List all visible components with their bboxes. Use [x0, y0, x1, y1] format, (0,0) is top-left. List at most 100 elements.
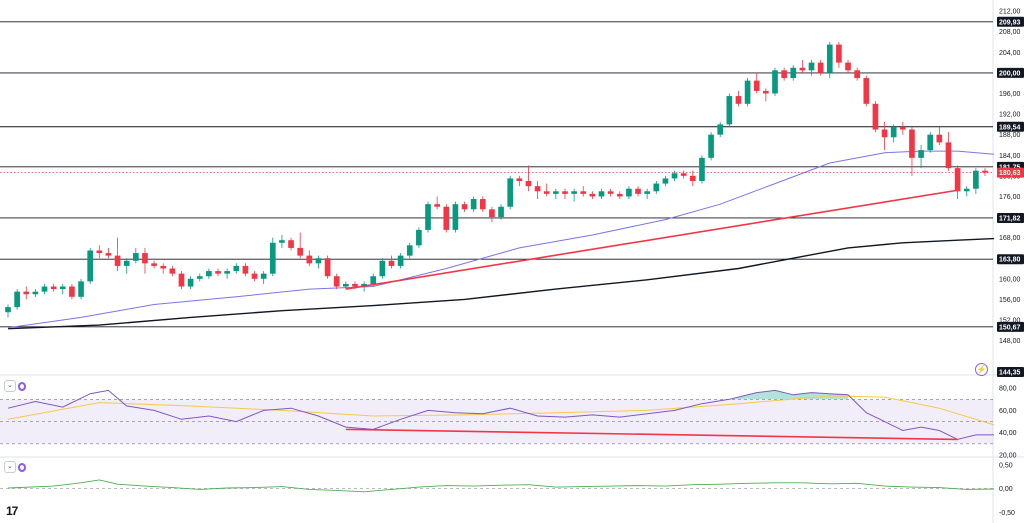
- level-tag-label: 189,54: [999, 124, 1021, 131]
- candle-body: [580, 191, 587, 194]
- candle-body: [781, 70, 787, 79]
- candle-body: [470, 199, 477, 210]
- price-tick-label: 192,00: [999, 112, 1021, 119]
- candle-body: [251, 273, 258, 279]
- candle-body: [425, 204, 431, 230]
- candle-body: [817, 62, 824, 73]
- candle-body: [333, 276, 340, 287]
- candle-body: [534, 186, 541, 192]
- candle-body: [516, 178, 523, 181]
- candle-body: [562, 191, 568, 194]
- level-tag-label: 150,67: [999, 324, 1021, 331]
- current-price-tag-bg: [997, 167, 1024, 178]
- candle-body: [489, 209, 495, 218]
- price-tick-label: 176,00: [999, 194, 1021, 201]
- candle-body: [498, 206, 504, 218]
- candle-body: [973, 170, 979, 189]
- candle-body: [854, 70, 860, 79]
- candle-body: [361, 283, 367, 287]
- macd-pane-controls[interactable]: ⌄: [4, 461, 26, 473]
- candle-body: [918, 150, 924, 158]
- rsi-tick-label: 60,00: [999, 408, 1017, 415]
- candle-body: [589, 193, 596, 197]
- level-tag-label: 163,80: [999, 257, 1021, 264]
- price-tick-label: 212,00: [999, 9, 1021, 16]
- candle-body: [753, 80, 760, 91]
- candle-body: [927, 134, 934, 151]
- candle-body: [59, 286, 66, 290]
- price-tick-label: 168,00: [999, 235, 1021, 242]
- candle-body: [388, 260, 395, 266]
- level-tag-bg: [997, 16, 1024, 27]
- candle-body: [653, 183, 660, 192]
- candle-body: [872, 103, 879, 130]
- candle-body: [662, 178, 669, 184]
- candle-body: [260, 273, 267, 279]
- candle-body: [142, 253, 148, 264]
- short-moving-average-line: [7, 150, 995, 329]
- candle-body: [151, 263, 157, 266]
- candle-body: [406, 245, 413, 256]
- candle-body: [899, 126, 906, 130]
- candle-body: [41, 286, 48, 292]
- candle-body: [936, 134, 943, 143]
- candle-body: [826, 44, 833, 73]
- candle-body: [434, 204, 440, 207]
- level-tag-bg: [997, 121, 1024, 132]
- price-tick-label: 152,00: [999, 317, 1021, 324]
- candle-body: [50, 286, 57, 290]
- price-tick-label: 208,00: [999, 29, 1021, 36]
- candle-body: [772, 70, 778, 94]
- candle-body: [909, 129, 915, 158]
- rsi-tick-label: 80,00: [999, 386, 1017, 393]
- candle-body: [279, 240, 285, 243]
- candle-body: [671, 173, 678, 179]
- candle-body: [954, 168, 961, 192]
- candle-body: [598, 191, 605, 197]
- candle-body: [233, 265, 240, 272]
- candle-body: [735, 96, 742, 104]
- candle-body: [206, 271, 212, 277]
- rsi-pane-controls[interactable]: ⌄: [4, 380, 26, 392]
- candle-body: [87, 250, 94, 282]
- candle-body: [315, 258, 322, 264]
- candle-body: [479, 199, 486, 210]
- candle-body: [808, 62, 815, 71]
- rsi-trendline: [345, 428, 958, 441]
- candle-body: [288, 240, 294, 248]
- macd-tick-label: -0,50: [999, 510, 1015, 517]
- candle-body: [571, 191, 577, 194]
- candle-body: [836, 44, 842, 63]
- chevron-down-icon[interactable]: ⌄: [4, 461, 16, 473]
- candle-body: [297, 247, 304, 256]
- candle-body: [507, 178, 514, 207]
- candle-body: [452, 204, 459, 230]
- price-trendline: [345, 189, 958, 290]
- candle-body: [215, 271, 221, 274]
- chevron-down-icon[interactable]: ⌄: [4, 380, 16, 392]
- candle-body: [443, 206, 450, 230]
- indicator-settings-icon[interactable]: [17, 381, 26, 391]
- candle-body: [699, 157, 705, 181]
- candle-body: [352, 283, 358, 287]
- candle-body: [224, 271, 230, 274]
- price-tick-label: 160,00: [999, 276, 1021, 283]
- candle-body: [416, 229, 422, 246]
- candle-body: [763, 90, 769, 94]
- candle-body: [105, 253, 112, 256]
- level-tag-label: 144,35: [999, 370, 1021, 377]
- candle-body: [982, 170, 988, 173]
- candle-body: [96, 250, 103, 254]
- candle-body: [726, 96, 733, 125]
- indicator-settings-icon[interactable]: [17, 462, 26, 472]
- candle-body: [133, 253, 139, 261]
- candle-body: [626, 188, 632, 197]
- flash-icon[interactable]: ⚡: [975, 363, 988, 376]
- candle-body: [963, 188, 970, 192]
- candle-body: [343, 283, 349, 287]
- price-tick-label: 188,00: [999, 132, 1021, 139]
- candle-body: [744, 80, 751, 104]
- candle-body: [708, 134, 714, 158]
- candle-body: [23, 291, 30, 295]
